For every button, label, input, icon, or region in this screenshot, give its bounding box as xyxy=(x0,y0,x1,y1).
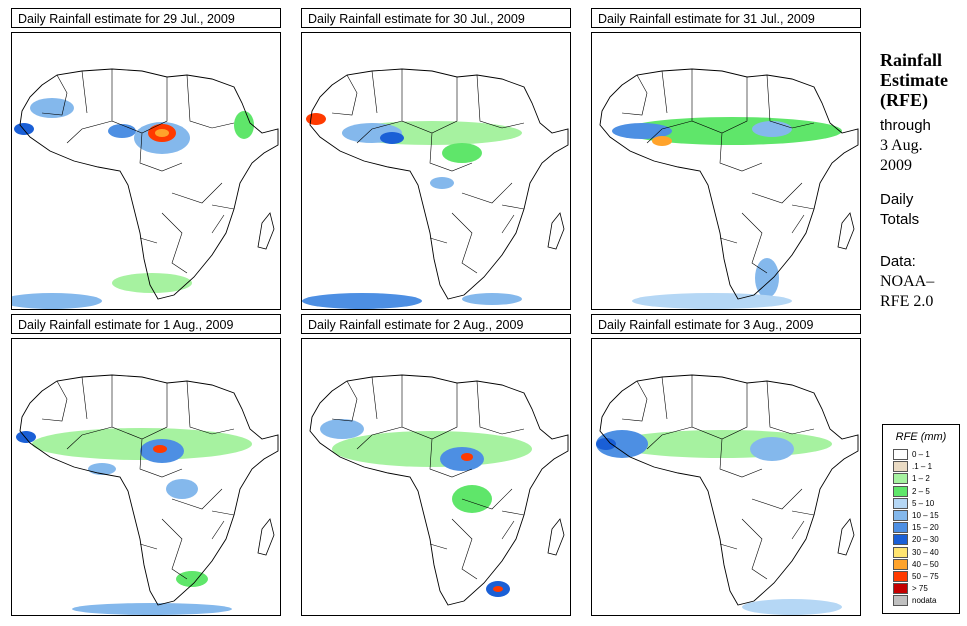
legend-swatch xyxy=(893,497,908,509)
legend-title: RFE (mm) xyxy=(895,431,947,443)
legend-label: 40 – 50 xyxy=(912,559,939,569)
legend-swatch xyxy=(893,583,908,595)
data-line-1: Data: xyxy=(880,253,916,270)
panel-title: Daily Rainfall estimate for 3 Aug., 2009 xyxy=(591,314,861,334)
legend-swatch xyxy=(893,534,908,546)
legend-label: 50 – 75 xyxy=(912,572,939,581)
legend-label: nodata xyxy=(912,596,937,606)
date-line-1: 3 Aug. xyxy=(880,137,923,154)
legend-label: 2 – 5 xyxy=(912,486,930,496)
rainfall-map xyxy=(11,32,281,310)
legend-swatch xyxy=(893,558,908,570)
legend-label: 1 – 2 xyxy=(912,474,930,484)
legend-label: 10 – 15 xyxy=(912,511,939,520)
panel-title: Daily Rainfall estimate for 29 Jul., 200… xyxy=(11,8,281,28)
panel-title: Daily Rainfall estimate for 31 Jul., 200… xyxy=(591,8,861,28)
totals-line-2: Totals xyxy=(880,211,920,228)
legend-label: 15 – 20 xyxy=(912,523,939,533)
legend-swatch xyxy=(893,449,908,460)
panel-title: Daily Rainfall estimate for 30 Jul., 200… xyxy=(301,8,571,28)
panel-title: Daily Rainfall estimate for 2 Aug., 2009 xyxy=(301,314,571,334)
legend-label: 0 – 1 xyxy=(912,450,930,459)
legend-swatch xyxy=(893,571,908,582)
rainfall-map xyxy=(11,338,281,616)
legend-label: 5 – 10 xyxy=(912,498,935,508)
panel-29-jul: Daily Rainfall estimate for 29 Jul., 200… xyxy=(11,8,281,310)
data-line-3: RFE 2.0 xyxy=(880,293,934,310)
legend-swatch xyxy=(893,485,908,497)
panel-30-jul: Daily Rainfall estimate for 30 Jul., 200… xyxy=(301,8,571,310)
data-line-2: NOAA– xyxy=(880,273,935,290)
date-line-2: 2009 xyxy=(880,157,912,174)
legend-swatch xyxy=(893,473,908,485)
panel-1-aug: Daily Rainfall estimate for 1 Aug., 2009 xyxy=(11,314,281,616)
panel-3-aug: Daily Rainfall estimate for 3 Aug., 2009 xyxy=(591,314,861,616)
panel-31-jul: Daily Rainfall estimate for 31 Jul., 200… xyxy=(591,8,861,310)
through-label: through xyxy=(880,117,931,134)
legend-label: .1 – 1 xyxy=(912,462,933,472)
legend-label: > 75 xyxy=(912,584,928,594)
legend-label: 30 – 40 xyxy=(912,547,939,557)
panel-title: Daily Rainfall estimate for 1 Aug., 2009 xyxy=(11,314,281,334)
legend-swatch xyxy=(893,522,908,534)
rainfall-map xyxy=(591,338,861,616)
totals-line-1: Daily xyxy=(880,191,914,208)
rfe-legend: RFE (mm) 0 – 1 .1 – 1 1 – 2 2 – 5 5 – 10 10 –… xyxy=(882,424,960,614)
legend-swatch xyxy=(893,546,908,558)
legend-swatch xyxy=(893,595,908,607)
sidebar-title: Rainfall Estimate (RFE) xyxy=(880,50,948,110)
legend-label: 20 – 30 xyxy=(912,535,939,545)
rainfall-map xyxy=(301,338,571,616)
legend-swatch xyxy=(893,461,908,473)
panel-2-aug: Daily Rainfall estimate for 2 Aug., 2009 xyxy=(301,314,571,616)
rainfall-map xyxy=(591,32,861,310)
rainfall-map xyxy=(301,32,571,310)
legend-swatch xyxy=(893,510,908,521)
